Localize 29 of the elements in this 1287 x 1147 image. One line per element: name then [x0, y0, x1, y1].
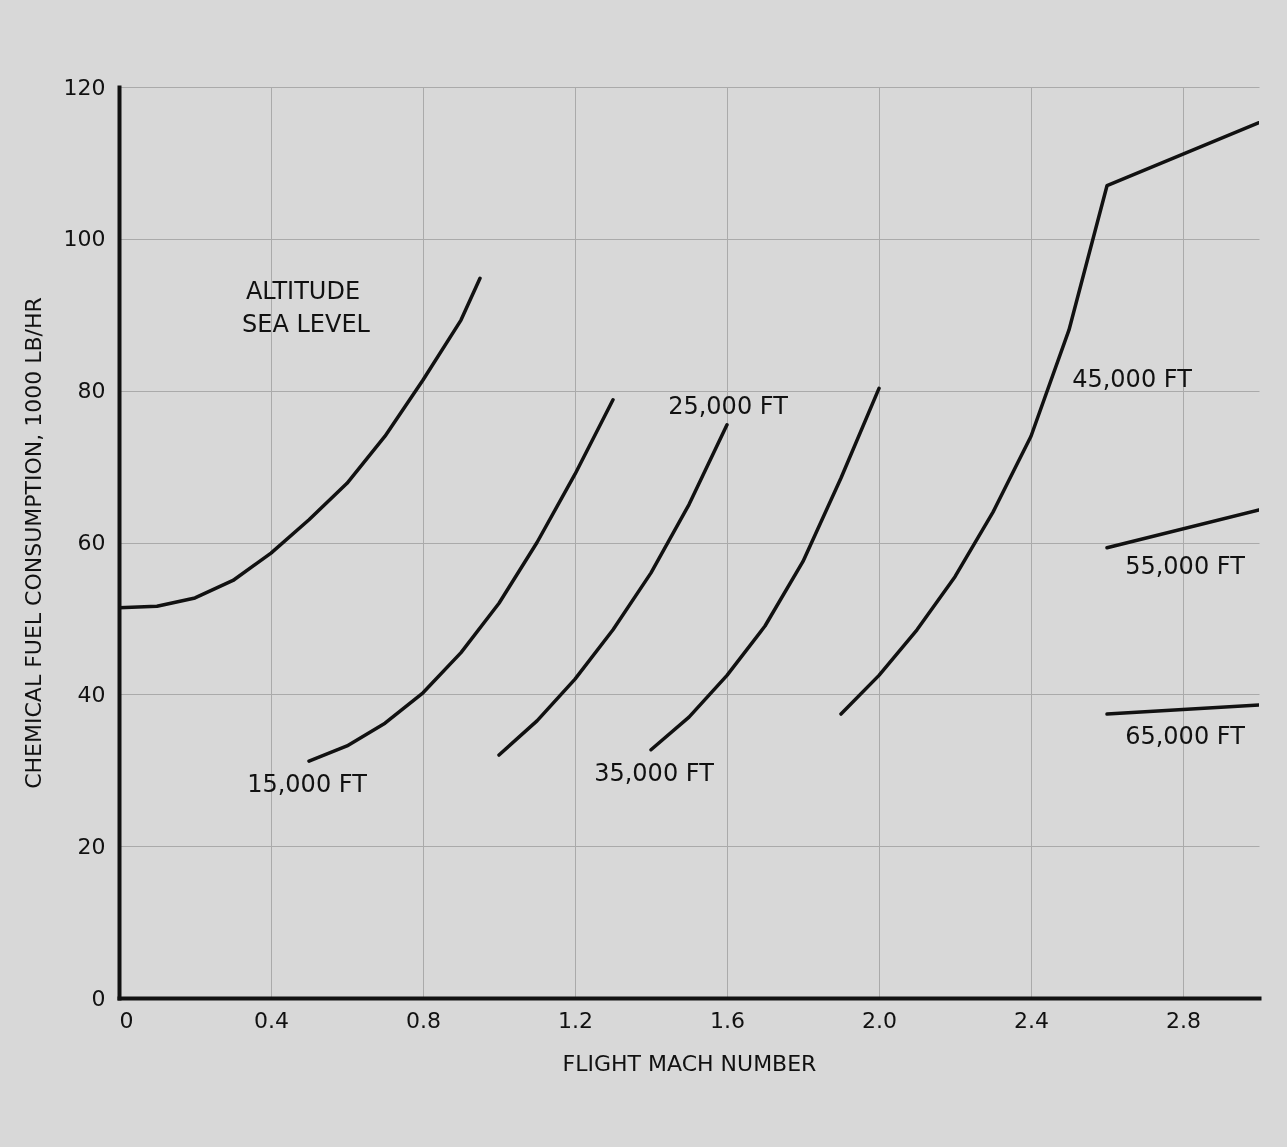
x-axis-title: FLIGHT MACH NUMBER — [562, 1050, 817, 1076]
x-tick-label: 2.8 — [1166, 1007, 1201, 1033]
line-series — [649, 386, 881, 752]
y-axis-title: CHEMICAL FUEL CONSUMPTION, 1000 LB/HR — [20, 297, 46, 789]
x-tick-label: 1.2 — [558, 1007, 593, 1033]
x-tick-label: 0.4 — [254, 1007, 289, 1033]
series-label: 15,000 FT — [247, 770, 368, 799]
line-series — [839, 120, 1259, 716]
line-series — [307, 398, 615, 763]
x-tick-label: 2.4 — [1014, 1007, 1049, 1033]
y-tick-label: 40 — [77, 681, 106, 707]
text: SEA LEVEL — [242, 310, 371, 339]
y-tick-label: 100 — [63, 226, 106, 252]
x-tick-label: 2.0 — [862, 1007, 897, 1033]
series-label: 35,000 FT — [594, 758, 715, 787]
y-tick-label: 20 — [77, 833, 106, 859]
x-tick-label: 0.8 — [406, 1007, 441, 1033]
series-label: 65,000 FT — [1125, 722, 1246, 751]
series-label: 25,000 FT — [668, 391, 789, 420]
y-tick-label: 0 — [91, 985, 106, 1011]
x-tick-label: 1.6 — [710, 1007, 745, 1033]
line-series — [497, 423, 729, 757]
x-tick-label: 0 — [119, 1007, 134, 1033]
annotation: ALTITUDE — [245, 277, 361, 306]
y-tick-label: 80 — [77, 378, 106, 404]
y-tick-label: 120 — [63, 74, 106, 100]
series-label: 55,000 FT — [1125, 551, 1246, 580]
y-tick-label: 60 — [77, 530, 106, 555]
series-label: 45,000 FT — [1072, 365, 1193, 394]
